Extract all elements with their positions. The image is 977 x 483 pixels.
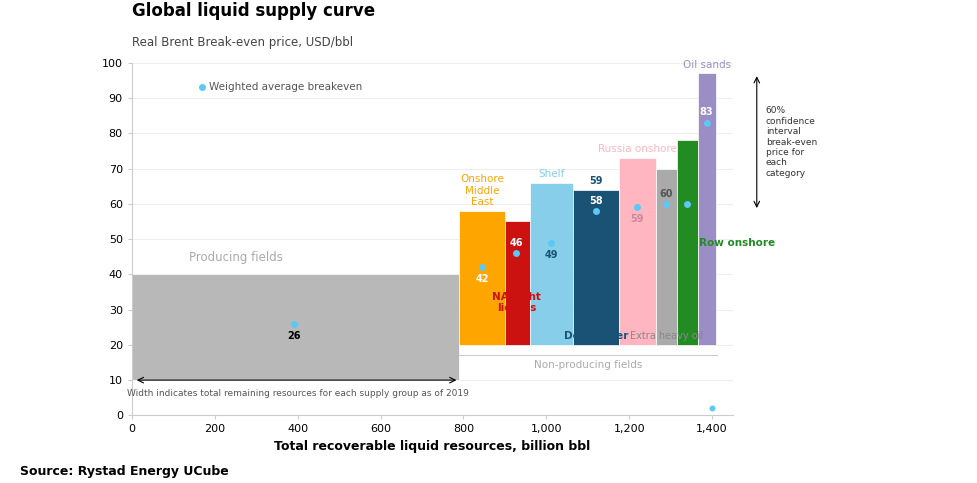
Text: Russia onshore: Russia onshore xyxy=(598,144,677,155)
Text: Global liquid supply curve: Global liquid supply curve xyxy=(132,2,375,20)
Text: 58: 58 xyxy=(589,196,603,206)
Bar xyxy=(618,158,657,345)
Text: 59: 59 xyxy=(589,176,603,186)
Bar xyxy=(459,211,505,345)
X-axis label: Total recoverable liquid resources, billion bbl: Total recoverable liquid resources, bill… xyxy=(275,440,590,453)
Text: Oil sands: Oil sands xyxy=(683,60,731,70)
Text: Source: Rystad Energy UCube: Source: Rystad Energy UCube xyxy=(20,465,229,478)
Point xyxy=(629,203,645,211)
Text: Shelf: Shelf xyxy=(538,169,565,179)
Text: 60: 60 xyxy=(680,188,694,199)
Bar xyxy=(677,141,698,345)
Point xyxy=(194,84,210,91)
Point xyxy=(699,119,714,127)
Bar xyxy=(573,190,618,345)
Point xyxy=(285,320,301,327)
Text: 59: 59 xyxy=(631,214,644,225)
Text: Real Brent Break-even price, USD/bbl: Real Brent Break-even price, USD/bbl xyxy=(132,36,353,49)
Text: 26: 26 xyxy=(287,331,300,341)
Text: 60: 60 xyxy=(659,188,673,199)
Text: 42: 42 xyxy=(475,274,488,284)
Point xyxy=(658,200,674,208)
Bar xyxy=(505,221,530,345)
Bar xyxy=(698,73,716,345)
Bar xyxy=(132,274,459,380)
Text: NA tight
liquids: NA tight liquids xyxy=(492,292,541,313)
Text: Deepwater: Deepwater xyxy=(564,331,628,341)
Text: Width indicates total remaining resources for each supply group as of 2019: Width indicates total remaining resource… xyxy=(127,389,469,398)
Point xyxy=(474,263,489,271)
Point xyxy=(679,200,695,208)
Text: Producing fields: Producing fields xyxy=(189,251,282,264)
Text: Weighted average breakeven: Weighted average breakeven xyxy=(208,83,361,92)
Bar xyxy=(657,169,677,345)
Point xyxy=(509,249,525,257)
Text: 49: 49 xyxy=(544,250,558,260)
Text: Row onshore: Row onshore xyxy=(699,238,775,248)
Text: Extra heavy oil: Extra heavy oil xyxy=(630,331,703,341)
Text: 46: 46 xyxy=(510,238,524,248)
Text: Non-producing fields: Non-producing fields xyxy=(533,360,642,369)
Text: Onshore
Middle
East: Onshore Middle East xyxy=(460,174,504,207)
Point xyxy=(704,404,720,412)
Point xyxy=(588,207,604,215)
Text: 60%
confidence
interval
break-even
price for
each
category: 60% confidence interval break-even price… xyxy=(766,106,817,178)
Text: 83: 83 xyxy=(700,107,713,117)
Bar xyxy=(530,183,573,345)
Point xyxy=(543,239,559,246)
